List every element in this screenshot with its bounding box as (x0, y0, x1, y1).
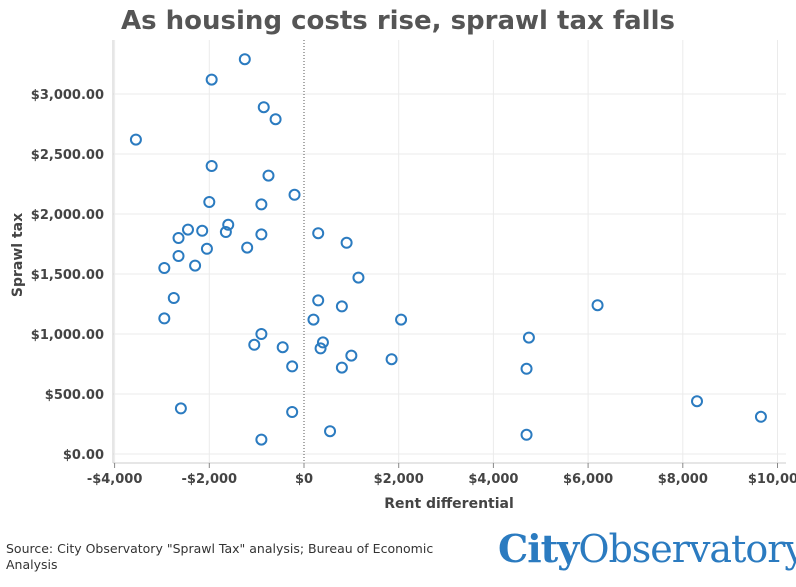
data-point (174, 402, 187, 415)
data-point (241, 241, 254, 254)
data-point (196, 224, 209, 237)
data-point (352, 271, 365, 284)
x-axis-title: Rent differential (384, 496, 514, 512)
x-tick-label: $2,000 (374, 472, 424, 487)
data-point (314, 342, 327, 355)
data-point (158, 312, 171, 325)
x-tick-label: $4,000 (468, 472, 518, 487)
data-points (129, 53, 767, 446)
y-tick-label: $2,500.00 (31, 148, 104, 163)
axis-labels: -$4,000 -$2,000 $0 $2,000 $4,000 $6,000 $8,000… (10, 88, 796, 512)
data-point (262, 169, 275, 182)
data-point (181, 223, 194, 236)
data-point (255, 433, 268, 446)
data-point (288, 188, 301, 201)
x-tick-label: $0 (295, 472, 313, 487)
y-tick-label: $1,000.00 (31, 328, 104, 343)
x-tick-label: $8,000 (658, 472, 708, 487)
chart-title: As housing costs rise, sprawl tax falls (121, 6, 675, 36)
data-point (754, 410, 767, 423)
x-tick-label: $10,000 (748, 472, 796, 487)
data-point (205, 160, 218, 172)
data-point (203, 196, 216, 208)
data-point (248, 338, 261, 351)
y-tick-label: $500.00 (45, 388, 104, 403)
y-axis-title: Sprawl tax (10, 213, 26, 297)
data-point (219, 226, 232, 238)
data-point (238, 53, 251, 66)
data-point (172, 250, 185, 262)
data-point (189, 259, 202, 272)
data-point (255, 328, 268, 340)
grid-lines (113, 40, 786, 463)
data-point (172, 232, 185, 244)
data-point (335, 300, 348, 313)
data-point (324, 425, 337, 438)
y-tick-label: $1,500.00 (31, 268, 104, 283)
data-point (255, 228, 268, 241)
data-point (129, 133, 142, 146)
x-tick-label: -$2,000 (182, 472, 238, 487)
data-point (335, 361, 348, 374)
data-point (520, 428, 533, 441)
data-point (312, 227, 325, 240)
data-point (312, 294, 325, 307)
data-point (520, 362, 533, 375)
data-point (395, 313, 408, 326)
logo-part-city: City (498, 526, 579, 571)
axes (112, 40, 786, 468)
data-point (316, 336, 329, 349)
data-point (385, 353, 398, 366)
source-note: Source: City Observatory "Sprawl Tax" an… (6, 541, 434, 572)
data-point (200, 242, 213, 255)
data-point (307, 313, 320, 326)
data-point (522, 331, 535, 344)
data-point (691, 395, 704, 408)
data-point (158, 262, 171, 274)
logo-part-observatory: Observatory (578, 527, 796, 571)
data-point (276, 341, 289, 354)
data-point (257, 101, 270, 114)
x-tick-label: $6,000 (563, 472, 613, 487)
data-point (286, 406, 299, 418)
data-point (167, 292, 180, 304)
x-tick-label: -$4,000 (87, 472, 143, 487)
data-point (286, 360, 299, 373)
y-tick-label: $0.00 (63, 448, 104, 463)
data-point (222, 218, 235, 231)
y-tick-label: $3,000.00 (31, 88, 104, 103)
city-observatory-logo: CityObservatory (498, 526, 796, 571)
data-point (345, 349, 358, 362)
data-point (205, 73, 218, 86)
data-point (591, 299, 604, 312)
data-point (269, 113, 282, 126)
data-point (340, 236, 353, 249)
y-tick-label: $2,000.00 (31, 208, 104, 223)
data-point (255, 198, 268, 211)
